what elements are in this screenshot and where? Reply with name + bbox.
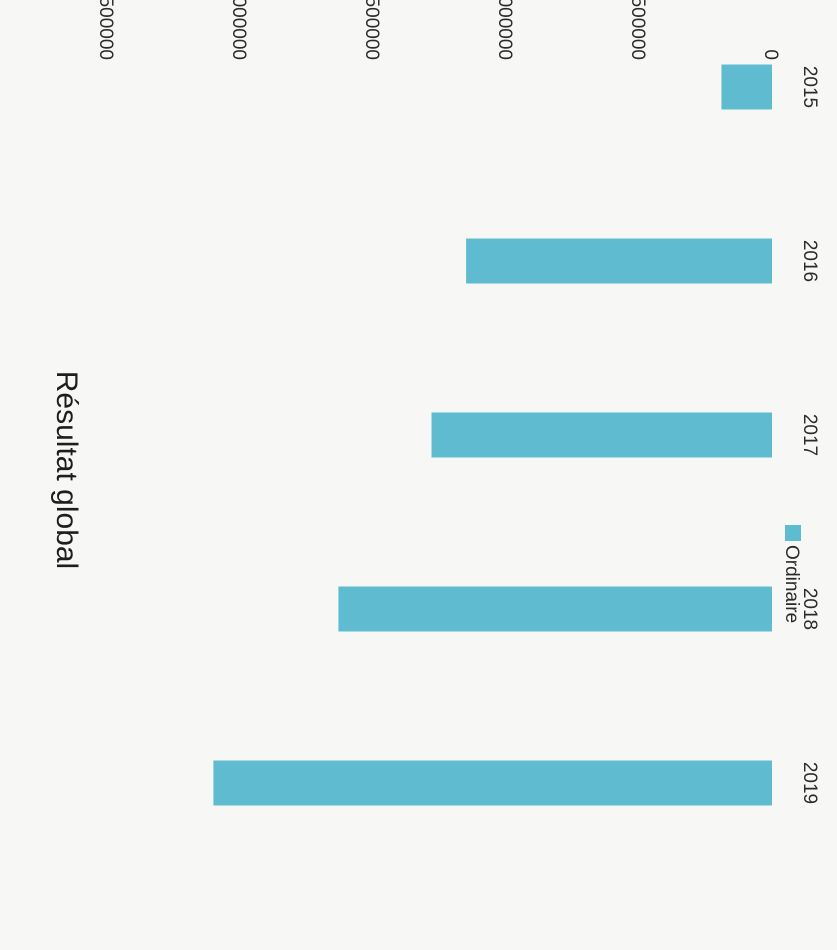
legend-swatch [785,525,801,541]
bar-2018 [338,586,772,632]
category-label: 2018 [799,588,820,630]
y-axis-ticks: 0 500000 1000000 1500000 2000000 2500000 [95,0,781,60]
chart-title: Résultat global [50,371,83,569]
category-label: 2016 [799,240,820,282]
y-tick-label: 2500000 [95,0,116,60]
bar-2016 [466,238,772,284]
category-label: 2017 [799,414,820,456]
category-label: 2015 [799,66,820,108]
bar-2019 [213,760,772,806]
bar-2015 [721,64,772,110]
bar-2017 [431,412,772,458]
x-axis-categories: 2015 2016 2017 2018 2019 [799,66,820,804]
y-tick-label: 1000000 [494,0,515,60]
y-tick-label: 500000 [627,0,648,60]
legend-label: Ordinaire [781,545,802,623]
y-tick-label: 1500000 [361,0,382,60]
category-label: 2019 [799,762,820,804]
legend: Ordinaire [781,525,802,623]
y-tick-label: 2000000 [228,0,249,60]
y-tick-label: 0 [760,49,781,60]
bars [213,64,772,806]
